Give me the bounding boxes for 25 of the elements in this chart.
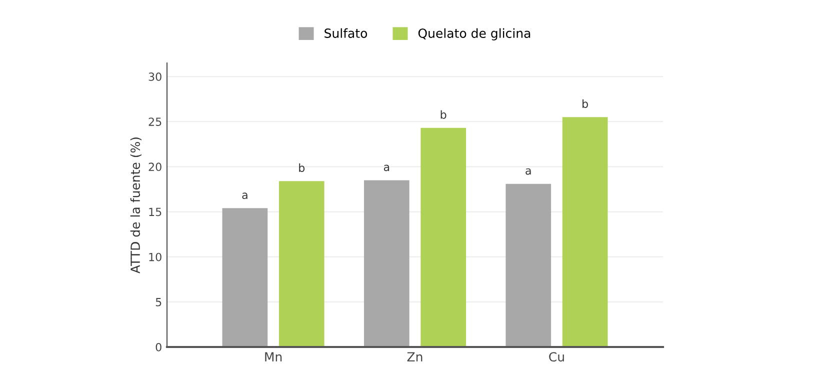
data-label: a [242,192,248,200]
y-tick-label: 15 [149,208,162,216]
bar [364,180,410,347]
y-tick-label: 20 [148,162,162,172]
y-tick-label: 5 [156,298,162,306]
bar [562,117,608,347]
data-label: b [440,110,446,119]
data-label: a [526,168,531,175]
y-tick-label: 10 [149,252,162,262]
x-tick-label: Cu [549,352,564,362]
bar [222,208,268,347]
legend-label: Sulfato [324,28,368,38]
data-label: b [299,163,305,172]
bar [278,181,324,347]
data-label: b [582,99,588,108]
y-tick-label: 0 [156,342,162,352]
y-tick-label: 25 [148,118,162,126]
data-label: a [384,164,390,172]
y-tick-label: 30 [148,72,162,81]
bar [506,184,552,347]
x-tick-label: Zn [407,352,422,362]
bar [420,128,466,347]
y-axis-title: ATTD de la fuente (%) [130,138,142,274]
legend-label: Quelato de glicina [418,28,530,40]
x-tick-label: Mn [265,352,282,362]
